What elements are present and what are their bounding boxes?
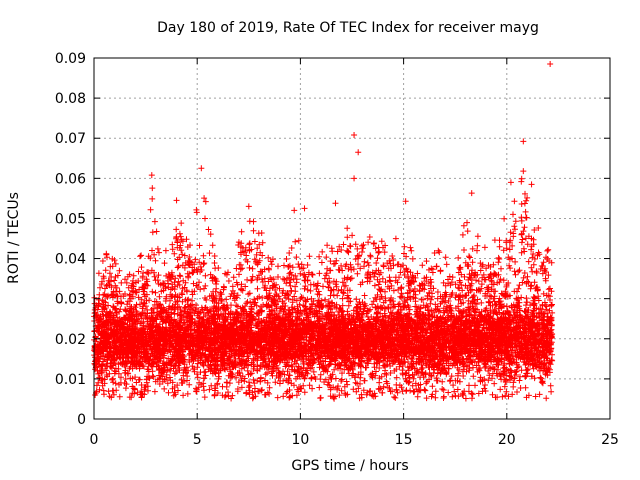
y-axis-label: ROTI / TECUs (6, 192, 22, 284)
outlier-point (509, 211, 516, 218)
y-tick-label: 0.03 (55, 292, 86, 308)
outlier-point (402, 198, 409, 205)
y-tick-label: 0 (77, 412, 86, 428)
outlier-point (351, 132, 358, 139)
y-tick-label: 0.07 (55, 131, 86, 147)
x-axis-label: GPS time / hours (291, 458, 408, 474)
y-tick-label: 0.04 (55, 252, 86, 268)
outlier-point (507, 179, 514, 186)
outlier-point (245, 203, 252, 210)
y-tick-label: 0.01 (55, 372, 86, 388)
outlier-point (528, 181, 535, 188)
y-tick-label: 0.06 (55, 171, 86, 187)
axis-ticks (93, 57, 611, 420)
outlier-point (198, 165, 205, 172)
plot-frame (93, 57, 611, 420)
outlier-point (351, 175, 358, 182)
x-tick-label: 20 (498, 432, 516, 448)
data-point-cloud (91, 175, 556, 402)
x-tick-label: 10 (291, 432, 309, 448)
x-tick-labels: 0 5 10 15 20 25 (90, 432, 619, 448)
outlier-point (332, 200, 339, 207)
y-tick-label: 0.09 (55, 51, 86, 67)
y-tick-label: 0.05 (55, 211, 86, 227)
outlier-point (468, 190, 475, 197)
data-points (91, 61, 556, 402)
outlier-point (301, 205, 308, 212)
outlier-point (291, 207, 298, 214)
outlier-point (173, 197, 180, 204)
outlier-point (547, 61, 554, 68)
y-tick-labels: 0 0.01 0.02 0.03 0.04 0.05 0.06 0.07 0.08 0.09 (55, 51, 86, 428)
outlier-point (148, 172, 155, 179)
outlier-point (355, 149, 362, 156)
chart-title: Day 180 of 2019, Rate Of TEC Index for r… (157, 20, 539, 36)
y-tick-label: 0.02 (55, 332, 86, 348)
x-tick-label: 0 (90, 432, 99, 448)
outlier-point (520, 138, 527, 145)
y-tick-label: 0.08 (55, 91, 86, 107)
x-tick-label: 5 (193, 432, 202, 448)
x-tick-label: 15 (395, 432, 413, 448)
outlier-point (520, 168, 527, 175)
x-tick-label: 25 (601, 432, 619, 448)
